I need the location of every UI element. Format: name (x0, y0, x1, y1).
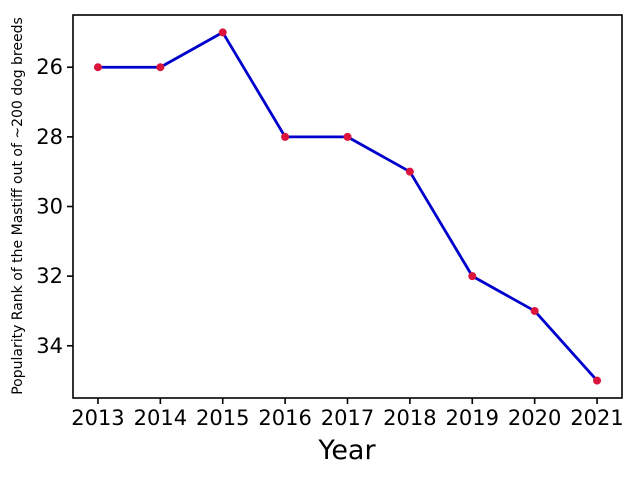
x-tick-label: 2016 (258, 406, 311, 430)
data-point (343, 132, 352, 141)
x-tick-label: 2020 (508, 406, 561, 430)
x-tick-label: 2014 (134, 406, 187, 430)
y-tick-label: 32 (36, 264, 63, 288)
data-point (468, 272, 477, 281)
y-tick-label: 30 (36, 195, 63, 219)
data-point (156, 63, 165, 72)
data-point (218, 28, 227, 37)
x-tick-label: 2013 (71, 406, 124, 430)
data-point (405, 167, 414, 176)
x-tick-label: 2019 (446, 406, 499, 430)
y-axis-title: Popularity Rank of the Mastiff out of ~2… (10, 17, 26, 395)
x-tick-label: 2015 (196, 406, 249, 430)
x-tick-label: 2017 (321, 406, 374, 430)
x-tick-label: 2018 (383, 406, 436, 430)
plot-area: 2013 2014 2015 2016 2017 2018 2019 2020 2021 26 28… (36, 14, 624, 430)
data-point (593, 376, 602, 385)
axes-frame (72, 14, 623, 399)
y-tick-label: 26 (36, 55, 63, 79)
data-point (281, 132, 290, 141)
data-point (530, 306, 539, 315)
y-tick-label: 28 (36, 125, 63, 149)
y-tick-label: 34 (36, 334, 63, 358)
x-tick-label: 2021 (570, 406, 623, 430)
data-point (93, 63, 102, 72)
x-axis-title: Year (317, 435, 376, 466)
series-line (96, 31, 599, 382)
